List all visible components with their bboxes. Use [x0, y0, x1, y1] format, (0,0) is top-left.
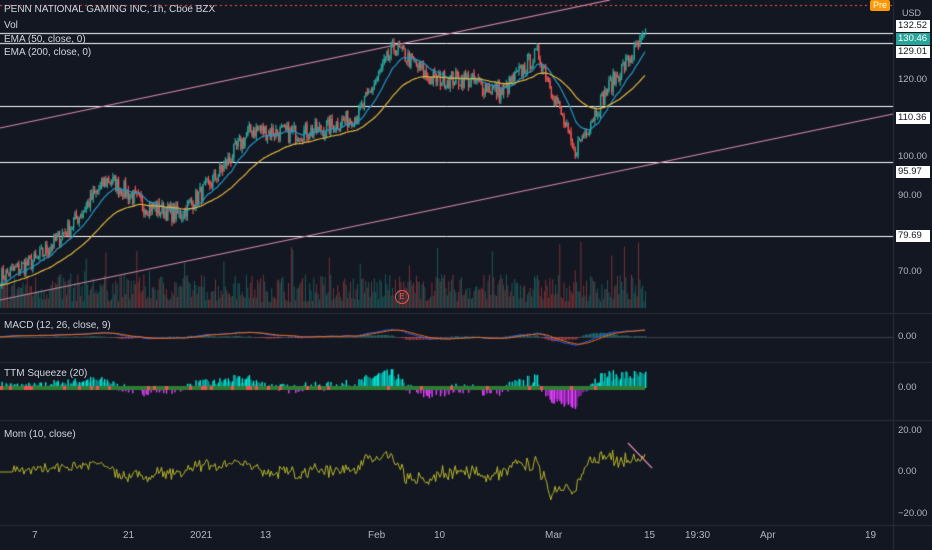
earnings-marker-icon[interactable]: E — [395, 290, 409, 304]
price-tag-129-01: 129.01 — [896, 46, 930, 58]
mom-axis-neg20: −20.00 — [898, 508, 928, 519]
price-tag-95-97: 95.97 — [896, 166, 930, 178]
price-axis-120: 120.00 — [898, 74, 928, 85]
time-tick: Mar — [545, 530, 563, 541]
time-tick: 10 — [434, 530, 446, 541]
ttm-axis-zero: 0.00 — [898, 382, 917, 393]
time-tick: 7 — [32, 530, 38, 541]
time-tick: 2021 — [190, 530, 213, 541]
ema200-label: EMA (200, close, 0) — [4, 47, 92, 58]
price-tag-79-69: 79.69 — [896, 230, 930, 242]
price-axis-70: 70.00 — [898, 266, 922, 277]
time-tick: 21 — [123, 530, 135, 541]
momentum-pane-title: Mom (10, close) — [4, 429, 76, 440]
macd-axis-zero: 0.00 — [898, 331, 917, 342]
ttm-pane-title: TTM Squeeze (20) — [4, 368, 88, 379]
volume-label: Vol — [4, 20, 18, 31]
time-tick: 19 — [865, 530, 877, 541]
time-tick: Apr — [760, 530, 776, 541]
price-axis-100: 100.00 — [898, 151, 928, 162]
time-tick: 19:30 — [685, 530, 711, 541]
price-axis-90: 90.00 — [898, 190, 922, 201]
macd-pane-title: MACD (12, 26, close, 9) — [4, 320, 111, 331]
price-tag-110-36: 110.36 — [896, 112, 930, 124]
ema50-label: EMA (50, close, 0) — [4, 34, 86, 45]
time-tick: 15 — [644, 530, 656, 541]
price-tag-132-52: 132.52 — [896, 20, 930, 32]
mom-axis-0: 0.00 — [898, 466, 917, 477]
time-tick: 13 — [260, 530, 272, 541]
currency-label[interactable]: USD — [902, 8, 922, 18]
mom-axis-20: 20.00 — [898, 425, 922, 436]
time-tick: Feb — [368, 530, 386, 541]
symbol-title: PENN NATIONAL GAMING INC, 1h, Cboe BZX — [4, 4, 216, 15]
last-price-tag: 130.46 — [896, 33, 930, 45]
pre-market-badge[interactable]: Pre — [870, 0, 891, 11]
